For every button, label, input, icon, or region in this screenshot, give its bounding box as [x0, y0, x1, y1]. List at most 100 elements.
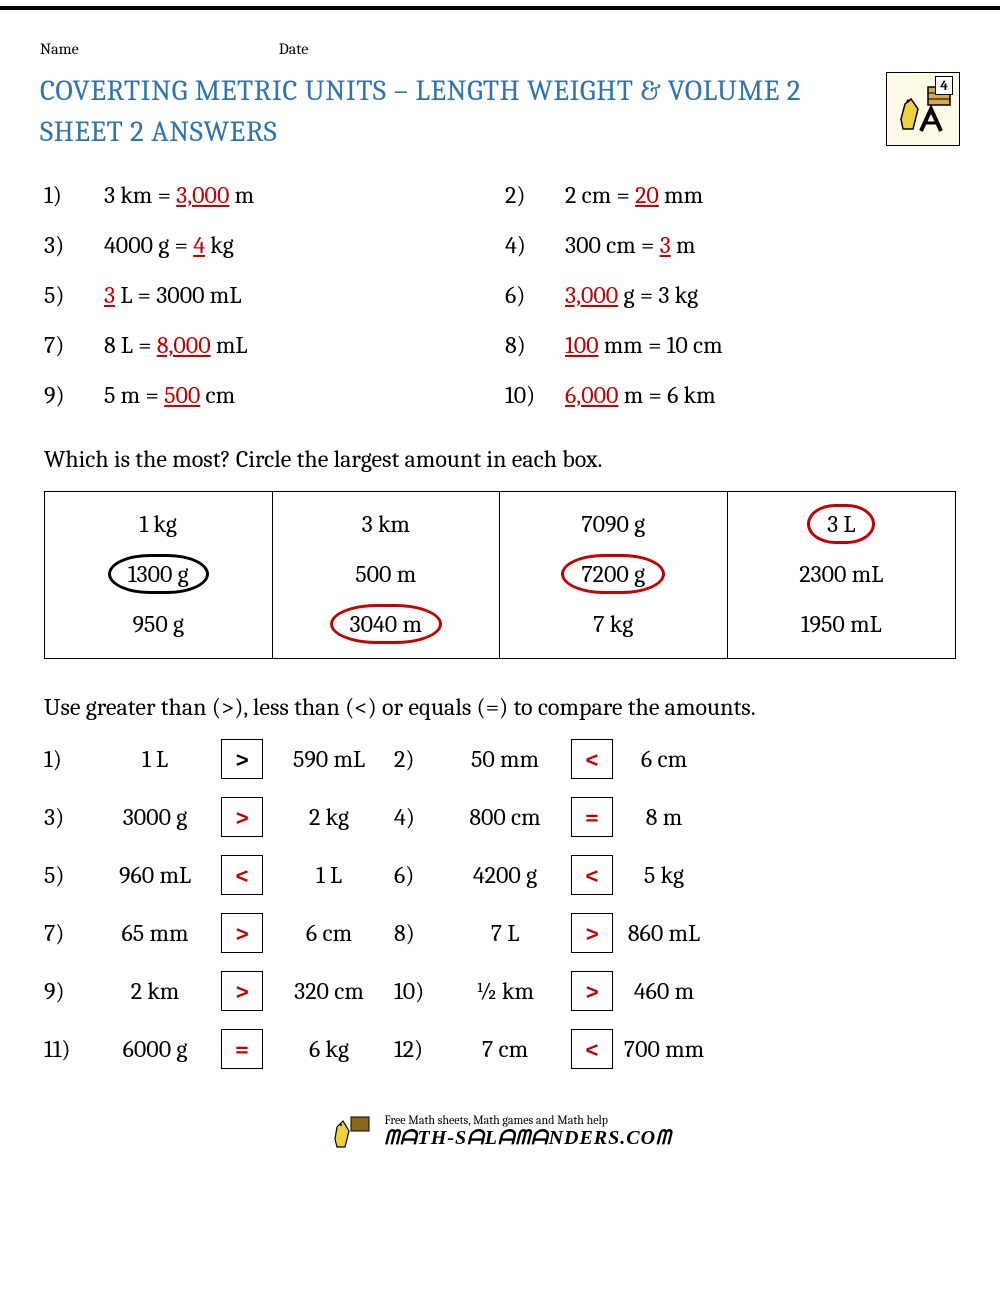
problem-number: 5) — [44, 281, 104, 309]
name-label: Name — [40, 40, 79, 58]
compare-grid: 1)1 L>590 mL2)50 mm<6 cm3)3000 g>2 kg4)8… — [44, 739, 956, 1069]
grade-badge: 4 — [886, 72, 960, 146]
problem-number: 7) — [44, 331, 104, 359]
section2-text: Which is the most? Circle the largest am… — [44, 445, 956, 473]
problem-number: 2) — [505, 181, 565, 209]
box-value: 950 g — [118, 608, 198, 640]
box-cell: 3 L2300 mL1950 mL — [728, 492, 956, 658]
date-label: Date — [279, 40, 309, 58]
compare-left: ½ km — [440, 977, 570, 1005]
compare-number: 12) — [394, 1035, 440, 1063]
problem-row: 6)3,000 g = 3 kg — [505, 281, 956, 309]
compare-right: 5 kg — [614, 861, 714, 889]
compare-right: 590 mL — [264, 745, 394, 773]
answer-value: 3,000 — [565, 281, 618, 309]
answer-value: 4 — [193, 231, 205, 259]
problem-number: 3) — [44, 231, 104, 259]
answer-value: 8,000 — [157, 331, 211, 359]
box-value: 7090 g — [567, 508, 659, 540]
compare-op: < — [571, 855, 613, 895]
compare-right: 6 cm — [264, 919, 394, 947]
compare-op: < — [571, 1029, 613, 1069]
box-value: 3040 m — [336, 608, 436, 640]
box-grid: 1 kg1300 g950 g3 km500 m3040 m7090 g7200… — [44, 491, 956, 659]
compare-op: < — [221, 855, 263, 895]
problem-row: 8)100 mm = 10 cm — [505, 331, 956, 359]
box-cell: 3 km500 m3040 m — [273, 492, 501, 658]
box-value: 7200 g — [567, 558, 659, 590]
compare-number: 3) — [44, 803, 90, 831]
compare-op: > — [571, 971, 613, 1011]
box-cell: 1 kg1300 g950 g — [45, 492, 273, 658]
problem-text: 100 mm = 10 cm — [565, 331, 723, 359]
problem-number: 4) — [505, 231, 565, 259]
title-line2: SHEET 2 ANSWERS — [40, 113, 866, 154]
compare-op: > — [221, 739, 263, 779]
compare-op: > — [221, 797, 263, 837]
compare-number: 8) — [394, 919, 440, 947]
compare-left: 50 mm — [440, 745, 570, 773]
problem-row: 2)2 cm = 20 mm — [505, 181, 956, 209]
compare-number: 6) — [394, 861, 440, 889]
box-value: 3 L — [813, 508, 869, 540]
compare-number: 1) — [44, 745, 90, 773]
answer-value: 20 — [635, 181, 659, 209]
header-row: Name Date — [40, 40, 960, 58]
footer-salamander-icon — [329, 1109, 373, 1153]
compare-right: 460 m — [614, 977, 714, 1005]
compare-left: 7 L — [440, 919, 570, 947]
compare-op: = — [571, 797, 613, 837]
box-value: 2300 mL — [785, 558, 897, 590]
compare-left: 6000 g — [90, 1035, 220, 1063]
compare-number: 11) — [44, 1035, 90, 1063]
footer-site: ᗰᗩTH-SᗩLᗩᗰᗩNDERS.COᗰ — [385, 1127, 672, 1150]
compare-op: > — [221, 971, 263, 1011]
compare-left: 65 mm — [90, 919, 220, 947]
problem-text: 3 L = 3000 mL — [104, 281, 241, 309]
answer-value: 3 — [660, 231, 671, 259]
box-value: 7 kg — [579, 608, 647, 640]
answer-value: 3,000 — [176, 181, 229, 209]
problem-text: 8 L = 8,000 mL — [104, 331, 247, 359]
problem-row: 10)6,000 m = 6 km — [505, 381, 956, 409]
compare-op: < — [571, 739, 613, 779]
compare-left: 2 km — [90, 977, 220, 1005]
problem-number: 1) — [44, 181, 104, 209]
answer-value: 6,000 — [565, 381, 618, 409]
compare-right: 320 cm — [264, 977, 394, 1005]
problem-number: 9) — [44, 381, 104, 409]
compare-left: 7 cm — [440, 1035, 570, 1063]
compare-right: 2 kg — [264, 803, 394, 831]
compare-number: 2) — [394, 745, 440, 773]
compare-right: 6 cm — [614, 745, 714, 773]
section3-text: Use greater than (>), less than (<) or e… — [44, 693, 956, 721]
compare-left: 4200 g — [440, 861, 570, 889]
problem-text: 6,000 m = 6 km — [565, 381, 716, 409]
compare-number: 4) — [394, 803, 440, 831]
compare-right: 8 m — [614, 803, 714, 831]
compare-op: = — [221, 1029, 263, 1069]
answer-value: 500 — [164, 381, 200, 409]
compare-right: 1 L — [264, 861, 394, 889]
problem-number: 8) — [505, 331, 565, 359]
compare-op: > — [571, 913, 613, 953]
compare-right: 700 mm — [614, 1035, 714, 1063]
problem-text: 4000 g = 4 kg — [104, 231, 234, 259]
compare-number: 9) — [44, 977, 90, 1005]
compare-right: 6 kg — [264, 1035, 394, 1063]
problem-row: 1)3 km = 3,000 m — [44, 181, 495, 209]
compare-right: 860 mL — [614, 919, 714, 947]
compare-left: 3000 g — [90, 803, 220, 831]
problem-text: 2 cm = 20 mm — [565, 181, 703, 209]
title-line1: COVERTING METRIC UNITS – LENGTH WEIGHT &… — [40, 72, 866, 113]
box-cell: 7090 g 7200 g 7 kg — [500, 492, 728, 658]
compare-left: 800 cm — [440, 803, 570, 831]
problems-grid: 1)3 km = 3,000 m 2)2 cm = 20 mm 3)4000 g =… — [40, 181, 960, 409]
box-value: 3 km — [348, 508, 424, 540]
footer-tagline: Free Math sheets, Math games and Math he… — [385, 1113, 672, 1127]
problem-row: 5)3 L = 3000 mL — [44, 281, 495, 309]
footer: Free Math sheets, Math games and Math he… — [40, 1109, 960, 1153]
box-value: 1300 g — [114, 558, 203, 590]
title-block: COVERTING METRIC UNITS – LENGTH WEIGHT &… — [40, 72, 960, 153]
problem-number: 10) — [505, 381, 565, 409]
